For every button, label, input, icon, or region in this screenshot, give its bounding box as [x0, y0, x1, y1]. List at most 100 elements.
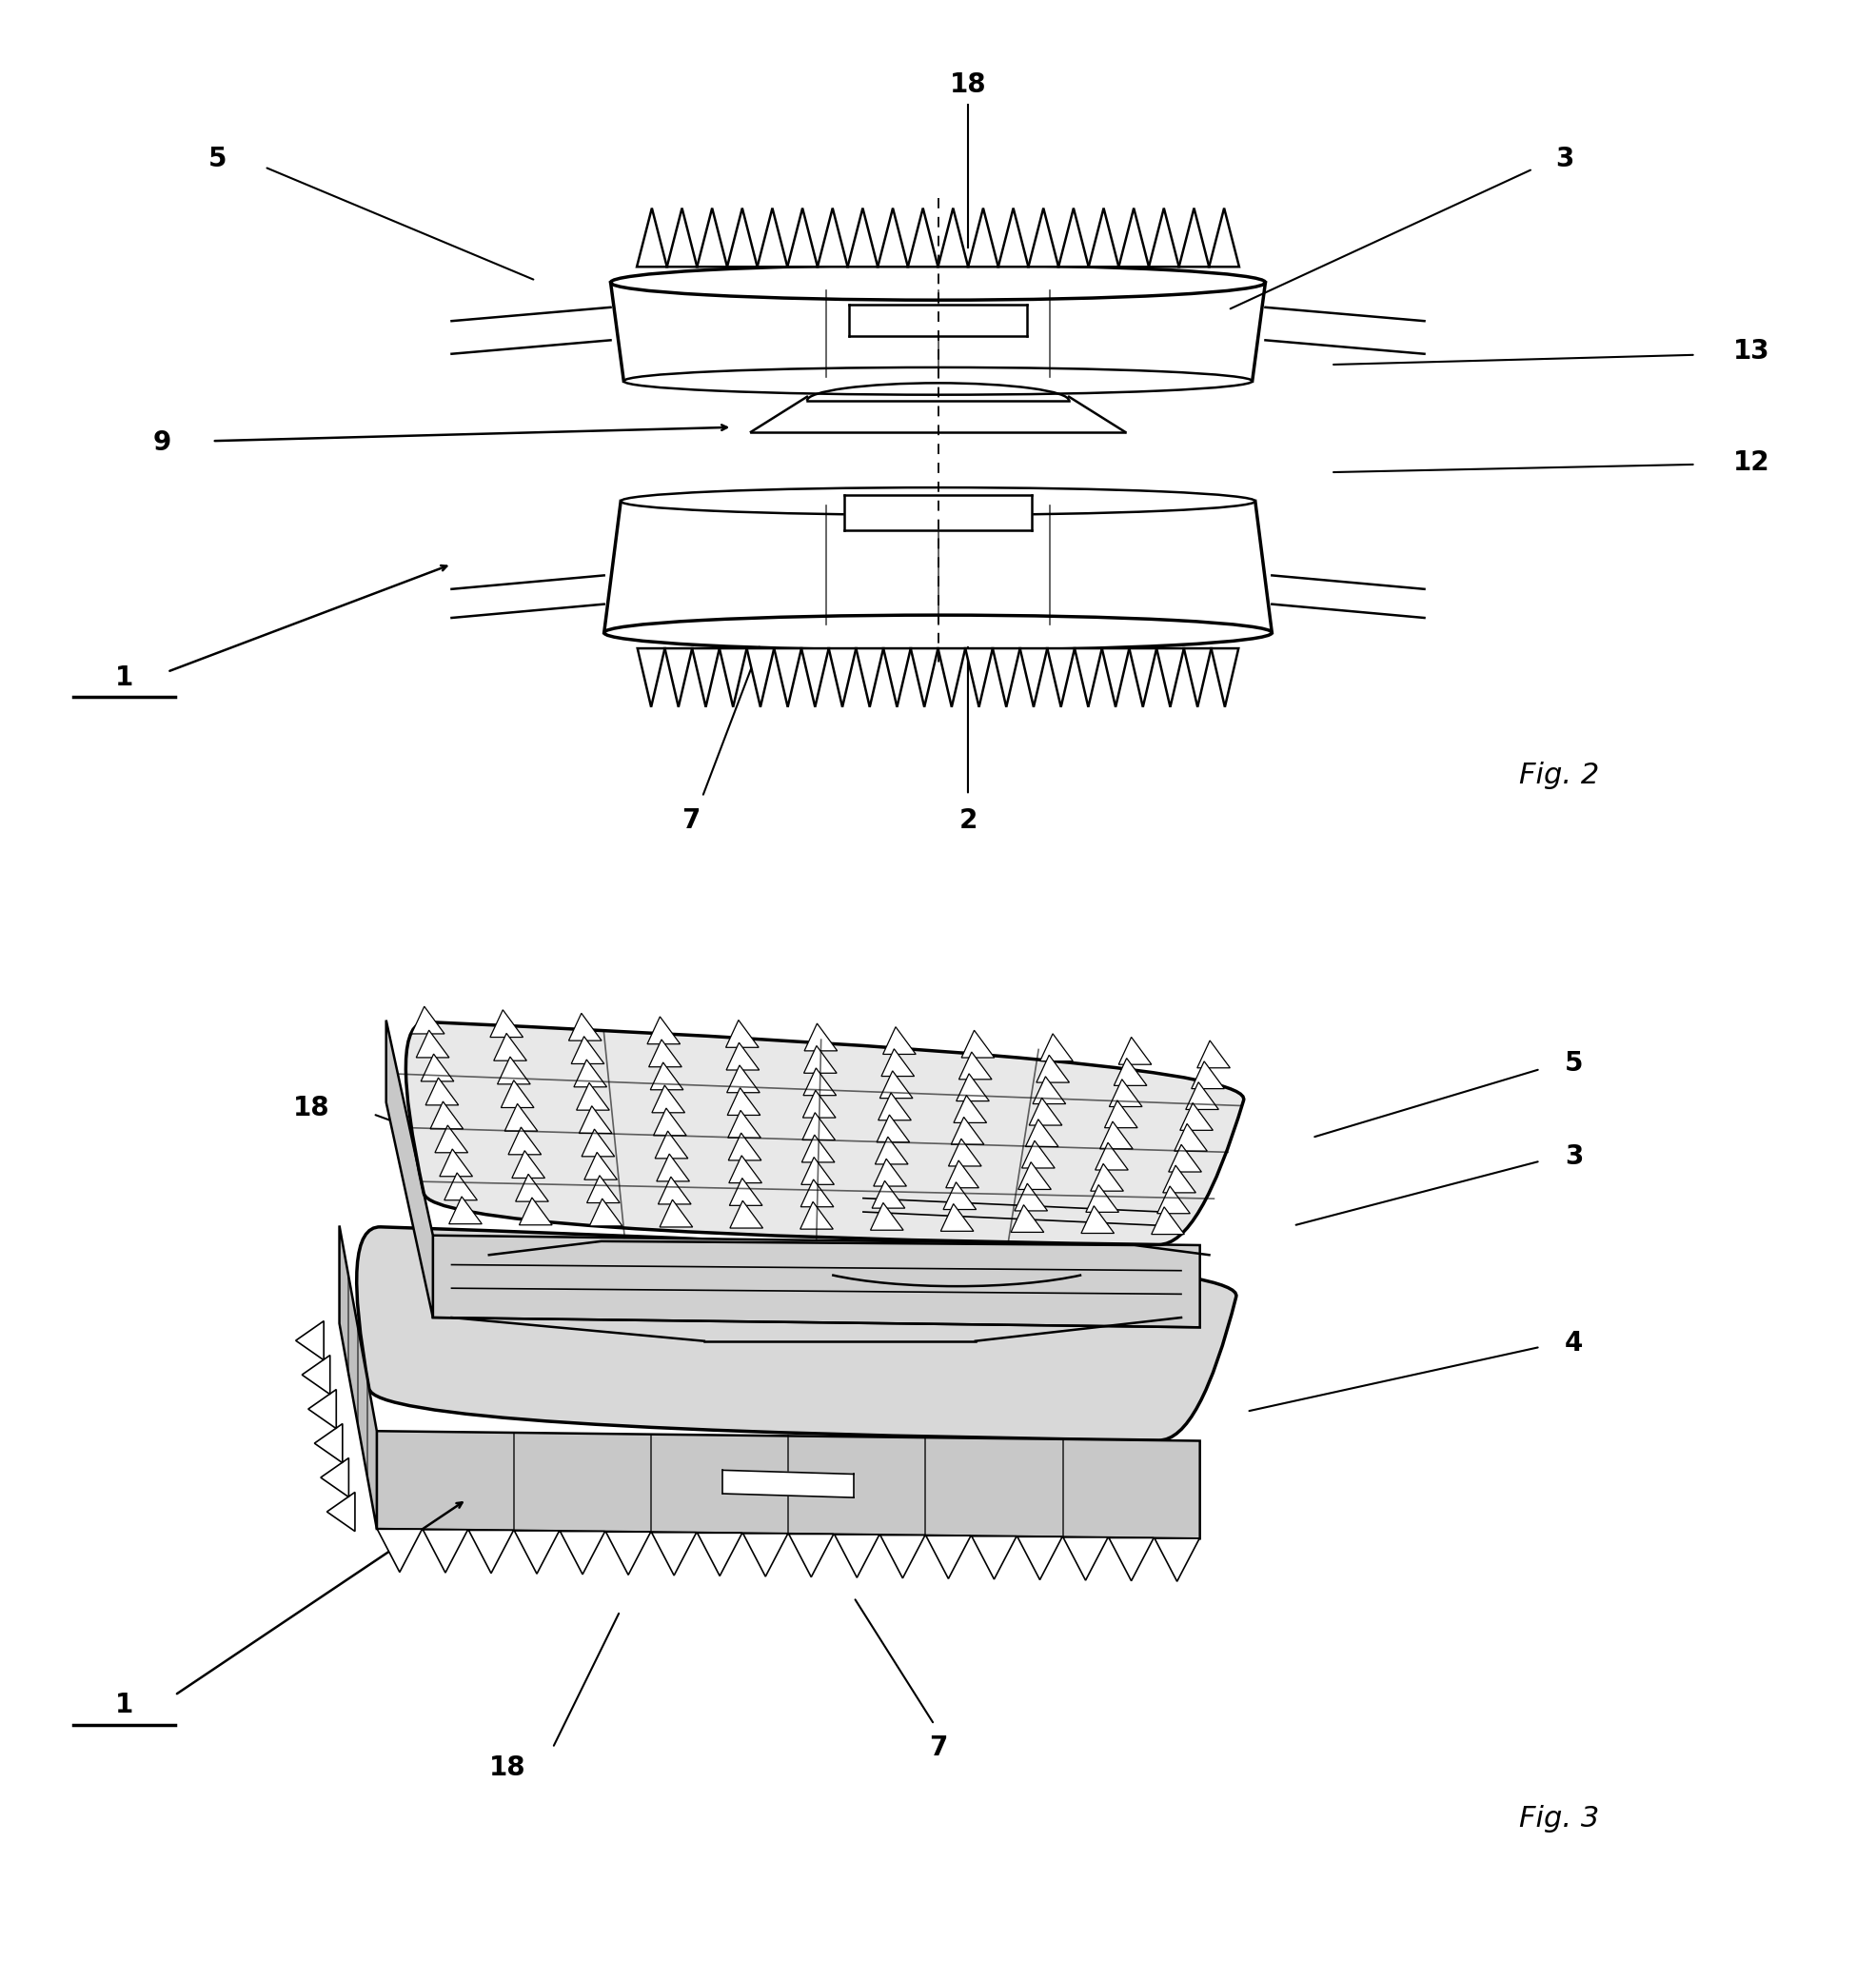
Text: 2: 2	[959, 806, 977, 834]
Polygon shape	[835, 1534, 880, 1577]
Polygon shape	[505, 1105, 538, 1130]
Polygon shape	[728, 1087, 760, 1114]
Polygon shape	[1017, 1536, 1062, 1579]
Polygon shape	[953, 1095, 987, 1122]
Polygon shape	[728, 1110, 762, 1138]
Polygon shape	[910, 647, 938, 706]
Polygon shape	[878, 1093, 912, 1120]
Polygon shape	[448, 1197, 482, 1224]
Polygon shape	[1030, 1099, 1062, 1126]
Polygon shape	[1039, 1034, 1073, 1061]
Polygon shape	[606, 1532, 651, 1575]
Polygon shape	[1191, 1061, 1225, 1089]
Polygon shape	[1148, 208, 1178, 267]
Polygon shape	[966, 647, 992, 706]
Polygon shape	[655, 1130, 688, 1158]
Polygon shape	[801, 1158, 835, 1185]
Polygon shape	[1088, 208, 1118, 267]
Polygon shape	[497, 1058, 531, 1085]
Polygon shape	[1011, 1205, 1043, 1232]
Polygon shape	[803, 1067, 837, 1095]
Polygon shape	[657, 1154, 690, 1181]
Polygon shape	[445, 1173, 477, 1201]
Polygon shape	[698, 1532, 743, 1575]
Polygon shape	[582, 1128, 615, 1156]
Polygon shape	[296, 1320, 325, 1360]
Polygon shape	[1105, 1101, 1137, 1128]
Text: 1: 1	[114, 665, 133, 691]
Polygon shape	[951, 1116, 985, 1144]
Polygon shape	[829, 647, 855, 706]
Polygon shape	[433, 1236, 1201, 1328]
Polygon shape	[1026, 1118, 1058, 1146]
Text: 7: 7	[929, 1734, 947, 1762]
Polygon shape	[326, 1493, 355, 1530]
Polygon shape	[512, 1150, 544, 1177]
Polygon shape	[435, 1126, 467, 1152]
Polygon shape	[726, 1042, 760, 1069]
Polygon shape	[561, 1530, 606, 1574]
Polygon shape	[651, 1061, 683, 1089]
Polygon shape	[420, 1054, 454, 1081]
Text: Fig. 3: Fig. 3	[1520, 1805, 1598, 1833]
Text: 13: 13	[1733, 337, 1771, 365]
Polygon shape	[848, 208, 878, 267]
Polygon shape	[493, 1034, 527, 1061]
Text: 3: 3	[1565, 1144, 1583, 1171]
Polygon shape	[775, 647, 801, 706]
Polygon shape	[1157, 647, 1184, 706]
Polygon shape	[1075, 647, 1101, 706]
Polygon shape	[1096, 1142, 1127, 1169]
Polygon shape	[1109, 1538, 1154, 1581]
Text: 18: 18	[490, 1754, 525, 1781]
Polygon shape	[880, 1534, 925, 1577]
Polygon shape	[1019, 1162, 1051, 1189]
Polygon shape	[1154, 1538, 1199, 1581]
Polygon shape	[1114, 1058, 1146, 1085]
Polygon shape	[801, 1179, 833, 1207]
Text: Fig. 2: Fig. 2	[1520, 761, 1598, 789]
Polygon shape	[1184, 647, 1212, 706]
Polygon shape	[992, 647, 1021, 706]
Polygon shape	[660, 1199, 692, 1226]
Polygon shape	[649, 1040, 681, 1067]
Polygon shape	[788, 208, 818, 267]
Polygon shape	[728, 208, 758, 267]
Polygon shape	[1129, 647, 1157, 706]
Polygon shape	[308, 1389, 336, 1428]
Polygon shape	[1028, 208, 1058, 267]
Polygon shape	[962, 1030, 994, 1058]
Polygon shape	[940, 1205, 974, 1232]
Polygon shape	[302, 1356, 330, 1395]
Polygon shape	[876, 1114, 910, 1142]
Polygon shape	[1034, 1077, 1066, 1105]
Text: 5: 5	[208, 145, 227, 173]
Ellipse shape	[617, 267, 1259, 398]
Polygon shape	[1118, 208, 1148, 267]
Polygon shape	[722, 1470, 854, 1497]
Polygon shape	[1186, 1083, 1219, 1109]
Polygon shape	[874, 1160, 906, 1187]
Polygon shape	[803, 1046, 837, 1073]
Polygon shape	[664, 647, 692, 706]
Polygon shape	[998, 208, 1028, 267]
Polygon shape	[340, 1226, 377, 1528]
Polygon shape	[1109, 1079, 1142, 1107]
Polygon shape	[968, 208, 998, 267]
Polygon shape	[1174, 1124, 1208, 1152]
Polygon shape	[818, 208, 848, 267]
Polygon shape	[653, 1109, 687, 1136]
Polygon shape	[884, 1026, 915, 1054]
Polygon shape	[855, 647, 884, 706]
Polygon shape	[580, 1107, 612, 1134]
Polygon shape	[692, 647, 719, 706]
Ellipse shape	[608, 461, 1268, 642]
Polygon shape	[653, 1085, 685, 1112]
Polygon shape	[747, 647, 775, 706]
Polygon shape	[490, 1010, 523, 1038]
Polygon shape	[880, 1071, 914, 1099]
Polygon shape	[377, 1430, 1201, 1538]
Polygon shape	[321, 1458, 349, 1497]
Polygon shape	[957, 1073, 989, 1101]
Polygon shape	[726, 1020, 758, 1048]
